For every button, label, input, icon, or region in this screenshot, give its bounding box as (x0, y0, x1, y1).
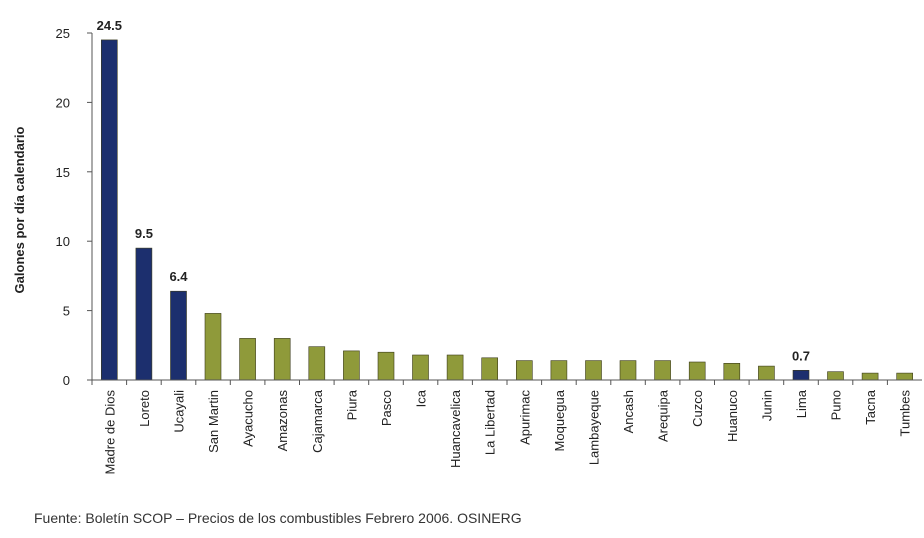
y-tick-label: 20 (56, 95, 70, 110)
x-tick-label: Huanuco (725, 390, 740, 442)
x-tick-label: Ucayali (172, 390, 187, 433)
x-tick-label: Tumbes (898, 390, 913, 437)
x-tick-label: Piura (344, 389, 359, 420)
bar-san-martin (204, 313, 222, 381)
x-tick-label: Cuzco (690, 390, 705, 427)
x-tick-label: Cajamarca (310, 389, 325, 453)
bar-madre-de-dios (101, 39, 118, 381)
y-axis-label: Galones por día calendario (12, 127, 27, 294)
data-label: 9.5 (135, 226, 153, 241)
x-tick-label: Puno (829, 390, 844, 420)
bar-ancash (619, 360, 637, 381)
x-tick-label: La Libertad (483, 390, 498, 455)
bar-tumbes (896, 372, 914, 381)
bar-cajamarca (308, 346, 326, 381)
x-tick-label: Ayacucho (241, 390, 256, 447)
bar-ayacucho (239, 338, 256, 381)
y-tick-label: 25 (56, 26, 70, 41)
x-tick-label: Moquegua (552, 389, 567, 451)
y-tick-label: 5 (63, 304, 70, 319)
x-tick-label: Apurimac (517, 390, 532, 445)
x-tick-label: Ica (414, 389, 429, 407)
bar-puno (827, 371, 844, 381)
data-label: 24.5 (97, 18, 122, 33)
bar-amazonas (273, 338, 291, 381)
bar-huancavelica (446, 354, 464, 381)
bar-lambayeque (585, 360, 602, 381)
bar-pasco (377, 351, 395, 381)
bar-lima (792, 369, 810, 381)
bar-loreto (135, 247, 153, 381)
bar-moquegua (550, 360, 568, 381)
bar-apurimac (515, 360, 533, 381)
x-tick-label: Arequipa (656, 389, 671, 442)
data-label: 0.7 (792, 348, 810, 363)
x-tick-label: Lambayeque (587, 390, 602, 465)
bar-arequipa (654, 360, 671, 381)
x-tick-label: Tacna (863, 389, 878, 424)
x-tick-label: Loreto (137, 390, 152, 427)
y-axis: 0 5 10 15 20 25 (56, 26, 93, 388)
bar-piura (343, 350, 360, 381)
bar-huanuco (723, 362, 741, 381)
data-label: 6.4 (169, 269, 188, 284)
bars (101, 39, 914, 381)
y-tick-label: 0 (63, 373, 70, 388)
x-tick-label: Junin (759, 390, 774, 421)
bar-la-libertad (481, 357, 499, 381)
bar-ica (412, 354, 429, 381)
bar-cuzco (688, 361, 706, 381)
x-axis: Madre de Dios Loreto Ucayali San Martin Ayac… (91, 379, 922, 475)
x-tick-label: San Martin (206, 390, 221, 453)
x-tick-label: Ancash (621, 390, 636, 433)
x-tick-label: Lima (794, 389, 809, 418)
x-tick-label: Pasco (379, 390, 394, 426)
x-tick-label: Amazonas (275, 390, 290, 452)
data-labels: 24.5 9.5 6.4 0.7 (97, 18, 810, 363)
x-tick-label: Madre de Dios (102, 390, 117, 475)
bar-tacna (861, 372, 879, 381)
bar-ucayali (170, 290, 187, 381)
y-tick-label: 15 (56, 165, 70, 180)
y-tick-label: 10 (56, 234, 70, 249)
x-tick-label: Huancavelica (448, 389, 463, 468)
bar-junin (758, 365, 775, 381)
source-note: Fuente: Boletín SCOP – Precios de los co… (34, 510, 522, 526)
